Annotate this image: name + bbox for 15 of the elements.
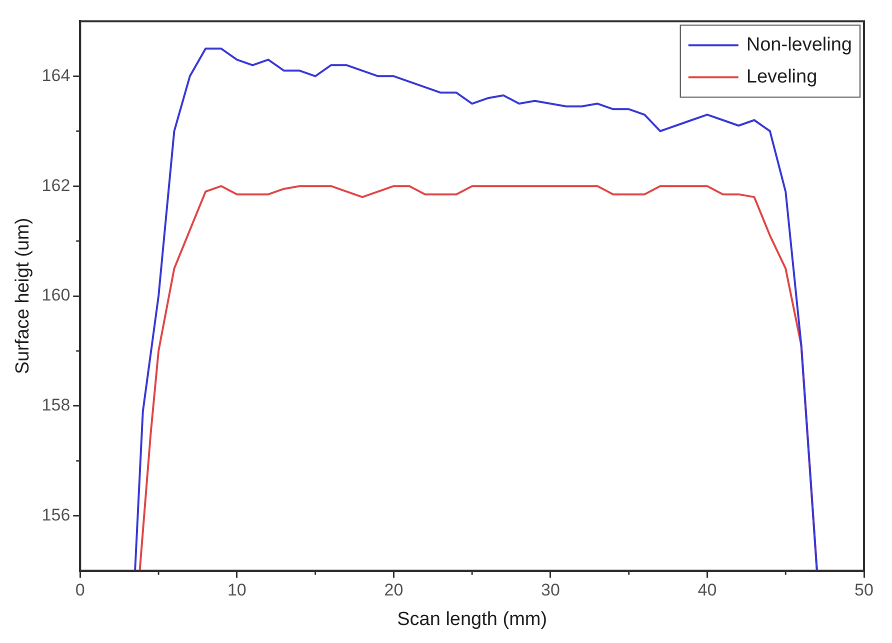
x-tick-label: 10 xyxy=(227,580,246,600)
x-tick-label: 50 xyxy=(854,580,874,600)
x-axis-title: Scan length (mm) xyxy=(397,608,548,630)
y-axis-title: Surface heigt (um) xyxy=(12,218,34,374)
x-tick-label: 0 xyxy=(75,580,85,600)
legend-label: Leveling xyxy=(746,66,818,88)
y-tick-label: 158 xyxy=(42,396,70,415)
y-tick-label: 160 xyxy=(42,286,70,305)
y-tick-label: 156 xyxy=(42,506,70,525)
x-tick-label: 20 xyxy=(384,580,404,600)
y-tick-label: 164 xyxy=(42,66,70,85)
y-tick-label: 162 xyxy=(42,176,70,195)
legend-label: Non-leveling xyxy=(746,34,852,56)
x-tick-label: 30 xyxy=(541,580,560,600)
x-tick-label: 40 xyxy=(698,580,717,600)
